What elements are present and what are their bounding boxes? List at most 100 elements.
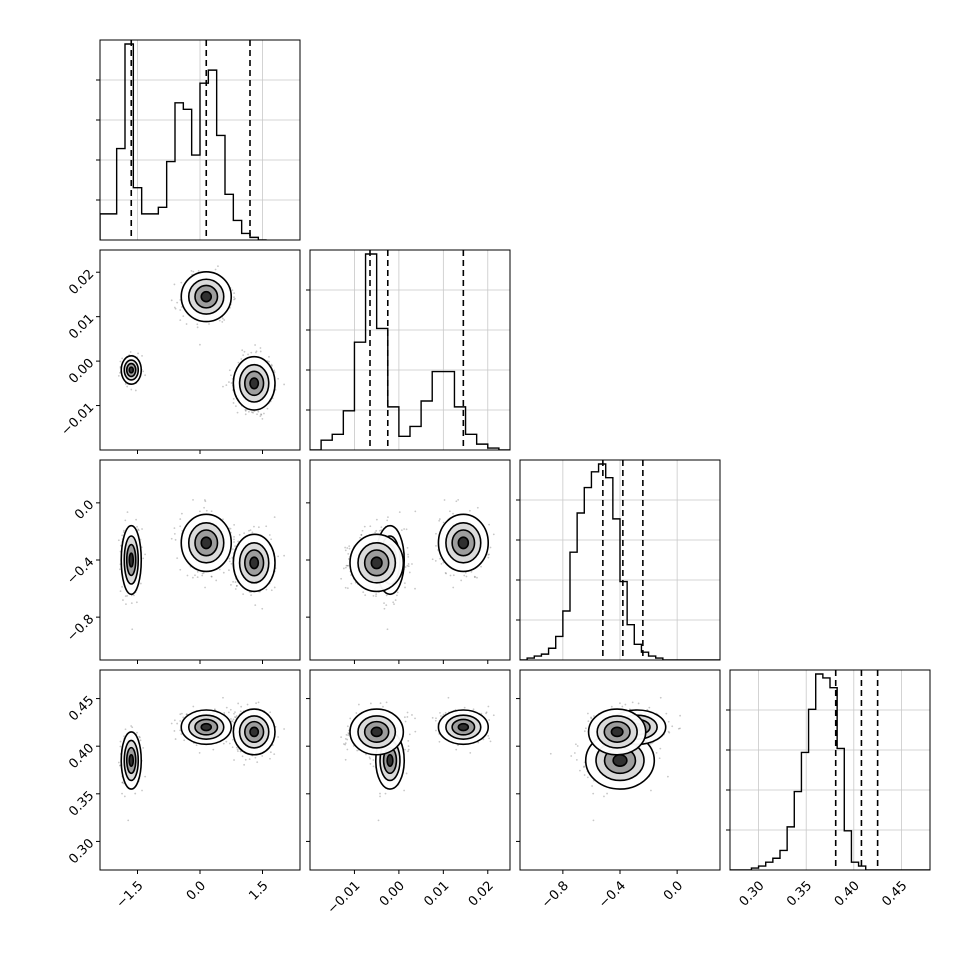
sample-point: [176, 301, 179, 304]
sample-point: [442, 561, 445, 564]
sample-point: [273, 371, 276, 373]
sample-point: [129, 351, 132, 353]
sample-point: [179, 568, 182, 571]
sample-point: [176, 722, 179, 725]
contour-level: [457, 722, 470, 732]
sample-point: [403, 716, 406, 719]
sample-point: [365, 753, 367, 756]
panel-content: [340, 696, 495, 822]
sample-point: [448, 510, 451, 513]
contour-level: [128, 366, 135, 374]
contour-level: [128, 552, 135, 568]
sample-point: [482, 738, 485, 741]
sample-point: [435, 544, 437, 547]
sample-point: [173, 527, 176, 530]
sample-point: [439, 557, 441, 560]
sample-point: [442, 713, 445, 716]
y-tick-label: −0.8: [64, 612, 97, 645]
sample-point: [347, 732, 350, 734]
sample-point: [233, 759, 235, 761]
sample-point: [134, 389, 137, 392]
sample-point: [269, 751, 272, 754]
sample-point: [205, 509, 208, 512]
sample-point: [470, 570, 473, 573]
sample-point: [487, 556, 490, 559]
sample-point: [246, 703, 249, 706]
sample-point: [231, 720, 234, 722]
sample-point: [242, 593, 245, 596]
sample-point: [414, 730, 417, 733]
sample-point: [392, 601, 395, 604]
sample-point: [144, 374, 147, 377]
histogram-2: [520, 463, 720, 660]
sample-point: [192, 270, 195, 273]
sample-point: [138, 735, 141, 738]
sample-point: [142, 746, 145, 749]
sample-point: [228, 381, 230, 383]
sample-point: [583, 774, 586, 776]
sample-point: [213, 708, 216, 711]
sample-point: [135, 601, 138, 604]
sample-point: [455, 500, 458, 503]
sample-point: [222, 742, 225, 745]
sample-point: [277, 736, 280, 738]
sample-point: [233, 298, 235, 301]
sample-point: [369, 702, 372, 705]
sample-point: [489, 740, 492, 743]
sample-point: [273, 369, 276, 372]
sample-point: [361, 529, 364, 532]
sample-point: [439, 711, 441, 714]
sample-point: [117, 539, 120, 542]
sample-point: [241, 755, 244, 758]
sample-point: [273, 586, 276, 589]
sample-point: [192, 705, 195, 708]
sample-point: [355, 712, 358, 714]
sample-point: [253, 525, 255, 528]
sample-point: [457, 499, 460, 501]
contour-level: [370, 726, 383, 738]
x-tick-label: 0.02: [466, 878, 497, 909]
panel-frame: [519, 459, 721, 661]
sample-point: [431, 716, 434, 719]
sample-point: [236, 584, 238, 587]
sample-point: [344, 566, 347, 569]
sample-point: [442, 521, 445, 524]
sample-point: [119, 568, 121, 571]
sample-point: [406, 716, 409, 718]
sample-point: [221, 317, 224, 320]
sample-point: [254, 344, 257, 346]
sample-point: [174, 307, 177, 310]
sample-point: [256, 761, 259, 764]
x-tick-label: −0.01: [325, 878, 364, 917]
sample-point: [225, 740, 228, 743]
sample-point: [385, 604, 388, 607]
x-tick-label: 0.00: [377, 878, 408, 909]
sample-point: [411, 563, 413, 565]
x-tick-label: 0.01: [421, 878, 452, 909]
sample-point: [135, 518, 137, 521]
sample-point: [404, 720, 407, 723]
sample-point: [221, 321, 224, 323]
sample-point: [277, 555, 280, 558]
sample-point: [372, 765, 375, 768]
sample-point: [360, 534, 363, 536]
sample-point: [196, 326, 199, 329]
sample-point: [346, 564, 349, 567]
sample-point: [344, 738, 347, 740]
sample-point: [270, 363, 273, 366]
sample-point: [356, 749, 359, 752]
sample-point: [124, 519, 127, 522]
sample-point: [179, 319, 182, 322]
sample-point: [667, 775, 669, 778]
sample-point: [251, 411, 253, 414]
sample-point: [345, 564, 348, 567]
sample-point: [488, 553, 491, 556]
sample-point: [231, 548, 234, 551]
sample-point: [234, 716, 237, 719]
sample-point: [472, 708, 475, 711]
sample-point: [340, 577, 343, 580]
sample-point: [182, 716, 185, 719]
sample-point: [122, 531, 125, 534]
sample-point: [196, 323, 199, 326]
sample-point: [142, 557, 145, 560]
